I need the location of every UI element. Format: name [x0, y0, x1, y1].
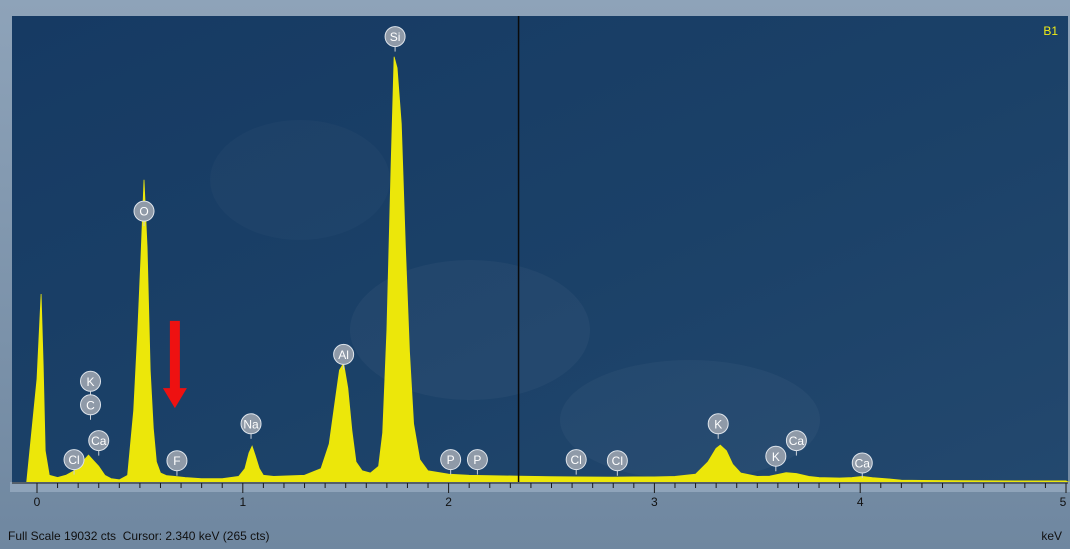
x-tick-label: 3: [651, 495, 658, 509]
peak-label-k[interactable]: K: [765, 445, 787, 472]
x-tick-label: 4: [857, 495, 864, 509]
peak-label-text: Cl: [68, 453, 79, 467]
peak-label-marker: [565, 449, 587, 471]
peak-label-text: Na: [243, 417, 259, 431]
peak-label-marker: [166, 450, 188, 472]
x-tick-label: 0: [34, 495, 41, 509]
peak-label-cl[interactable]: Cl: [63, 449, 85, 475]
annotation-arrow: [162, 320, 187, 409]
peak-label-text: Cl: [571, 453, 582, 467]
peak-label-k[interactable]: K: [707, 413, 729, 439]
status-bar: Full Scale 19032 cts Cursor: 2.340 keV (…: [8, 529, 269, 543]
peak-label-text: Al: [338, 348, 349, 362]
peak-label-cl[interactable]: Cl: [565, 449, 587, 475]
peak-label-marker: [133, 200, 155, 222]
peak-label-al[interactable]: Al: [333, 343, 355, 370]
peak-label-p[interactable]: P: [440, 449, 462, 475]
plot-area[interactable]: [12, 16, 1068, 482]
peak-label-text: C: [86, 398, 95, 412]
peak-label-text: K: [772, 450, 780, 464]
panel-label: B1: [1043, 24, 1058, 38]
cursor-readout: Cursor: 2.340 keV (265 cts): [122, 529, 270, 543]
peak-label-marker: [384, 26, 406, 48]
peak-label-f[interactable]: F: [166, 450, 188, 476]
peak-label-marker: [707, 413, 729, 435]
status-separator: [116, 529, 123, 543]
peak-label-marker: [240, 413, 262, 435]
peak-label-text: P: [473, 453, 481, 467]
x-tick-label: 5: [1060, 495, 1067, 509]
peak-label-text: K: [87, 375, 95, 389]
x-tick-label: 1: [239, 495, 246, 509]
peak-label-text: P: [447, 453, 455, 467]
peak-label-text: F: [173, 454, 180, 468]
peak-label-marker: [333, 343, 355, 365]
peak-label-marker: [440, 449, 462, 471]
peak-label-marker: [80, 370, 102, 392]
peak-label-marker: [88, 430, 110, 452]
peak-label-ca[interactable]: Ca: [785, 430, 807, 456]
peak-label-marker: [851, 452, 873, 474]
peak-label-text: K: [714, 417, 722, 431]
x-tick-label: 2: [445, 495, 452, 509]
peak-label-text: Ca: [789, 434, 805, 448]
peak-label-marker: [606, 450, 628, 472]
peak-label-text: Ca: [91, 434, 107, 448]
full-scale-readout: Full Scale 19032 cts: [8, 529, 117, 543]
peak-label-marker: [63, 449, 85, 471]
peak-label-marker: [765, 445, 787, 467]
peak-label-text: Ca: [855, 456, 871, 470]
peak-label-marker: [785, 430, 807, 452]
peak-label-si[interactable]: Si: [384, 26, 406, 52]
peak-label-marker: [466, 449, 488, 471]
peak-label-text: Si: [390, 30, 401, 44]
peak-label-marker: [80, 394, 102, 416]
peak-label-o[interactable]: O: [133, 200, 155, 227]
peak-label-na[interactable]: Na: [240, 413, 262, 439]
peak-label-text: Cl: [612, 454, 623, 468]
spectrum-area: [26, 56, 1070, 483]
peak-label-text: O: [139, 205, 148, 219]
x-axis-band: [10, 482, 1070, 492]
peak-label-cl[interactable]: Cl: [606, 450, 628, 476]
x-axis-unit: keV: [1041, 529, 1062, 543]
peak-label-p[interactable]: P: [466, 449, 488, 475]
peak-label-ca[interactable]: Ca: [851, 452, 873, 478]
peak-label-k[interactable]: K: [80, 370, 102, 397]
peak-label-c[interactable]: C: [80, 394, 102, 420]
peak-label-ca[interactable]: Ca: [88, 430, 110, 456]
